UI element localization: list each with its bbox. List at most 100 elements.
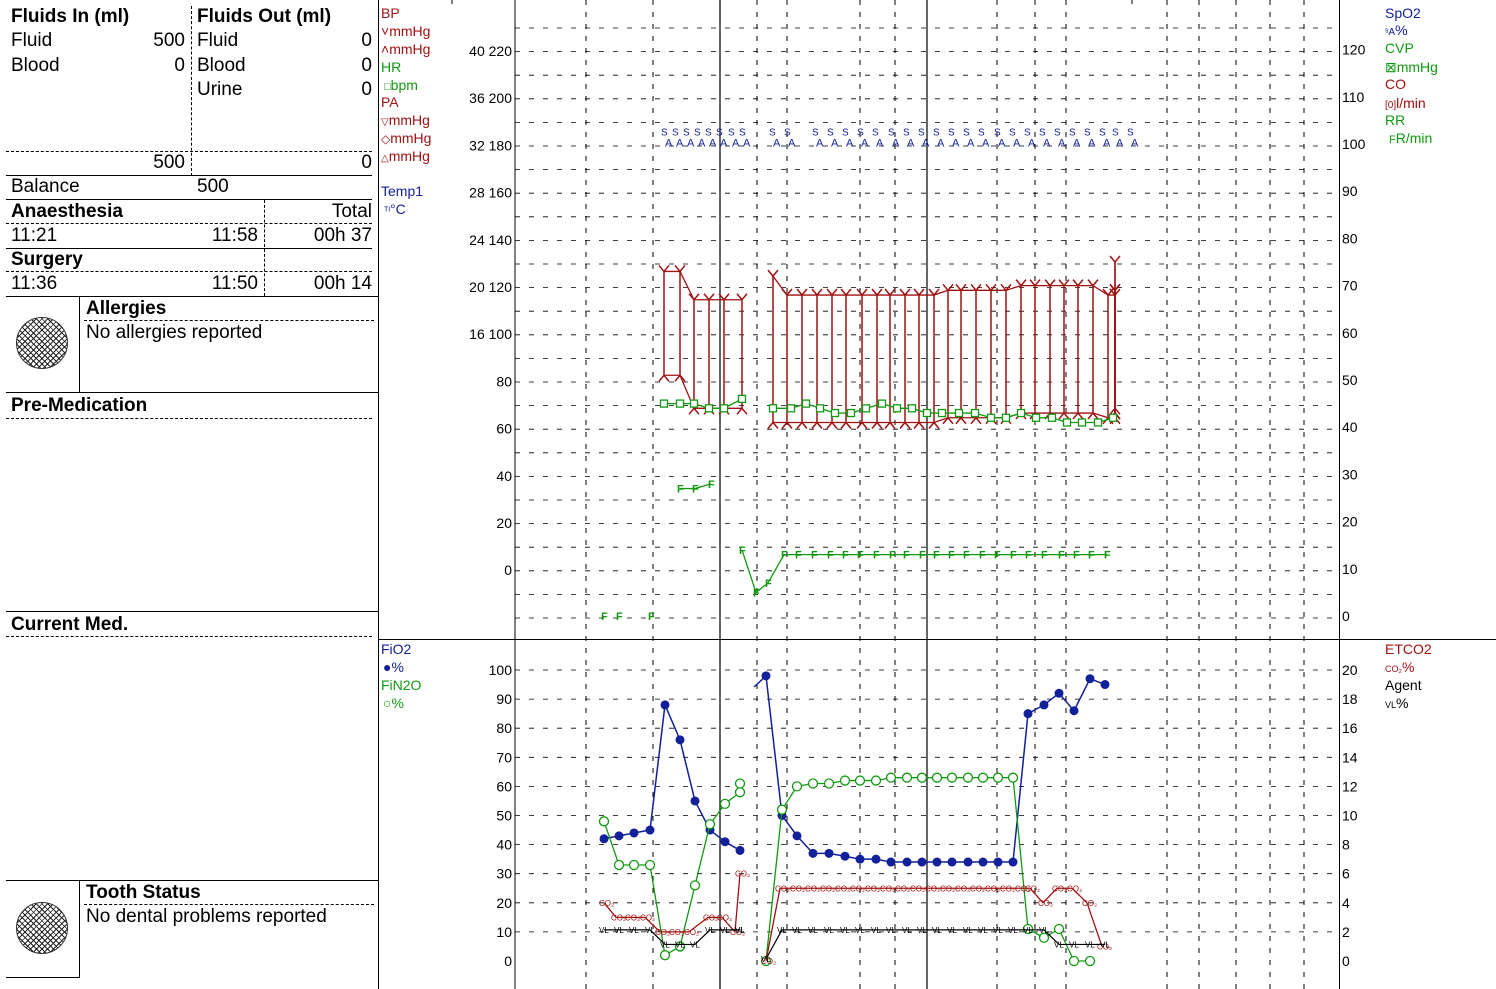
rr-marker: F (765, 578, 772, 590)
spo2-marker: SA (978, 127, 990, 149)
spo2-marker: SA (661, 127, 673, 149)
pa-down-triangle-icon: ▽ (381, 117, 389, 128)
hr-square-marker (970, 408, 980, 418)
hr-square-marker (704, 404, 714, 413)
fin2o-circle-marker (823, 778, 835, 789)
etco2-marker: CO₂ (1082, 899, 1097, 908)
lower-right-axis-tick-label: 8 (1342, 837, 1350, 853)
tooth-status-text: No dental problems reported (86, 906, 327, 927)
spo2-a-glyph: A (907, 137, 915, 149)
bp-diastolic-marker (928, 421, 940, 429)
fio2-dot-marker (1023, 709, 1033, 719)
spo2-marker: SA (672, 127, 684, 149)
right-axis-tick-label: 0 (1342, 608, 1350, 624)
fin2o-circle-marker (992, 772, 1004, 783)
fluids-out-fluid-label: Fluid (197, 30, 239, 51)
fin2o-legend-name: FiN2O (381, 677, 422, 693)
co-marker-icon: [0] (1385, 100, 1397, 111)
etco2-marker: CO₂ (805, 884, 820, 893)
hr-square-marker (954, 408, 964, 418)
co-legend-unit: [0]l/min (1385, 95, 1426, 112)
agent-marker: VL (1069, 940, 1079, 949)
fio2-legend-unit: ●% (383, 659, 404, 675)
fio2-dot-marker (1008, 857, 1018, 867)
hr-square-marker (801, 399, 811, 408)
spo2-marker: SA (1099, 127, 1111, 149)
lower-right-axis-tick-label: 2 (1342, 924, 1350, 940)
agent-marker: VL (871, 926, 881, 935)
fio2-dot-marker (599, 834, 609, 844)
fin2o-circle-marker (854, 775, 866, 786)
spo2-a-glyph: A (665, 137, 673, 149)
rr-marker: F (933, 550, 940, 562)
bp-systolic-marker (913, 288, 925, 297)
spo2-marker: SA (1127, 127, 1139, 149)
hr-square-marker (922, 408, 932, 418)
rr-marker: F (708, 479, 715, 491)
fluids-in-title: Fluids In (ml) (11, 6, 130, 27)
hr-square-marker (815, 404, 825, 413)
fio2-dot-marker (1054, 688, 1064, 698)
left-axis-tick-label: 40 (496, 468, 512, 484)
fio2-dot-marker (629, 828, 639, 838)
bp-diastolic-marker (840, 421, 852, 429)
etco2-marker: CO₂ (955, 884, 970, 893)
fio2-dot-marker (902, 857, 912, 867)
bp-diastolic-line (773, 408, 1116, 424)
etco2-marker: CO₂ (1025, 884, 1040, 893)
lower-right-axis-tick-label: 18 (1342, 691, 1358, 707)
bp-diastolic-marker (826, 421, 838, 429)
agent-marker: VL (735, 926, 745, 935)
chart-split-line (378, 639, 1496, 640)
pa-legend-name: PA (381, 94, 399, 110)
rr-marker: F (1058, 550, 1065, 562)
etco2-marker: CO₂ (625, 913, 640, 922)
agent-marker: VL (1085, 940, 1095, 949)
pa-systolic-legend: ▽mmHg (381, 112, 430, 129)
anaesthesia-total-label: Total (331, 201, 372, 222)
fio2-dot-marker (1085, 674, 1095, 684)
etco2-marker: CO₂ (703, 913, 718, 922)
etco2-legend-unit: CO₂% (1385, 659, 1415, 675)
spo2-a-glyph: A (720, 137, 728, 149)
agent-marker: VL (1039, 926, 1049, 935)
bp-diastolic-marker (899, 421, 911, 429)
fin2o-open-circle-icon: ○ (383, 695, 392, 711)
fin2o-circle-marker (916, 772, 928, 783)
agent-marker: VL (614, 926, 624, 935)
etco2-marker: CO₂ (1015, 884, 1030, 893)
surgery-title: Surgery (11, 249, 83, 270)
spo2-s-glyph: S (948, 127, 955, 138)
rr-marker: F (919, 550, 926, 562)
hr-square-marker (719, 404, 729, 413)
fio2-dot-marker (720, 837, 730, 847)
bp-diastolic-marker (1058, 411, 1070, 420)
fin2o-circle-marker (870, 775, 882, 786)
fio2-line (765, 675, 1106, 863)
spo2-s-glyph: S (1039, 127, 1046, 138)
agent-marker: VL (761, 955, 771, 964)
etco2-line (765, 887, 1103, 962)
etco2-marker: CO₂ (880, 884, 895, 893)
fluids-out-blood-label: Blood (197, 55, 246, 76)
spo2-a-glyph: A (937, 137, 945, 149)
lower-left-axis-tick-label: 80 (496, 720, 512, 736)
rr-marker: F (994, 550, 1001, 562)
fio2-dot-marker (993, 857, 1003, 867)
fin2o-circle-marker (1084, 955, 1096, 967)
lower-right-axis-tick-label: 4 (1342, 895, 1350, 911)
lower-right-axis-tick-label: 16 (1342, 720, 1358, 736)
hr-square-marker (892, 404, 902, 413)
spo2-a-glyph: A (1088, 137, 1096, 149)
spo2-s-glyph: S (694, 127, 701, 138)
bp-diastolic-marker (767, 421, 779, 429)
fin2o-circle-marker (839, 775, 851, 786)
agent-marker: VL (599, 926, 609, 935)
rr-marker: F (963, 550, 970, 562)
lower-left-axis-tick-label: 60 (496, 778, 512, 794)
pa-mean-legend: ◇mmHg (381, 130, 432, 147)
fin2o-circle-marker (1053, 923, 1065, 935)
tooth-status-divider (84, 904, 374, 905)
bp-diastolic-marker (884, 421, 896, 429)
rr-marker: F (811, 550, 818, 562)
